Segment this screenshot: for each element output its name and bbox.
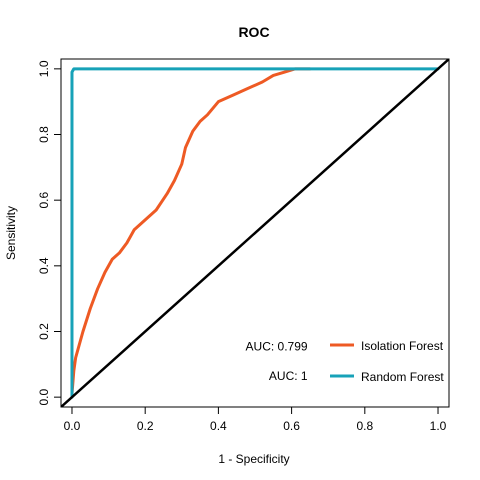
x-tick-label: 0.0 <box>64 419 81 433</box>
y-tick-label: 0.2 <box>37 323 51 340</box>
y-axis-label: Sensitivity <box>4 206 18 260</box>
auc-annotation: AUC: 0.799 <box>246 339 308 353</box>
legend-label: Random Forest <box>361 370 444 384</box>
legend: Isolation Forest Random Forest <box>330 339 444 384</box>
legend-label: Isolation Forest <box>361 339 444 353</box>
plot-frame <box>60 58 450 408</box>
diagonal-reference-line <box>61 59 449 407</box>
random-forest-line <box>70 67 440 399</box>
y-tick-label: 0.4 <box>37 257 51 274</box>
y-tick-label: 0.0 <box>37 388 51 405</box>
x-tick-label: 1.0 <box>430 419 447 433</box>
chart-title: ROC <box>238 24 269 40</box>
x-tick-label: 0.8 <box>356 419 373 433</box>
y-tick-label: 1.0 <box>37 60 51 77</box>
x-tick-label: 0.4 <box>210 419 227 433</box>
x-tick-label: 0.6 <box>283 419 300 433</box>
isolation-forest-line <box>70 67 312 396</box>
x-axis-label: 1 - Specificity <box>218 452 289 466</box>
auc-annotation: AUC: 1 <box>269 369 308 383</box>
x-tick-label: 0.2 <box>137 419 154 433</box>
y-tick-label: 0.8 <box>37 126 51 143</box>
y-tick-label: 0.6 <box>37 192 51 209</box>
